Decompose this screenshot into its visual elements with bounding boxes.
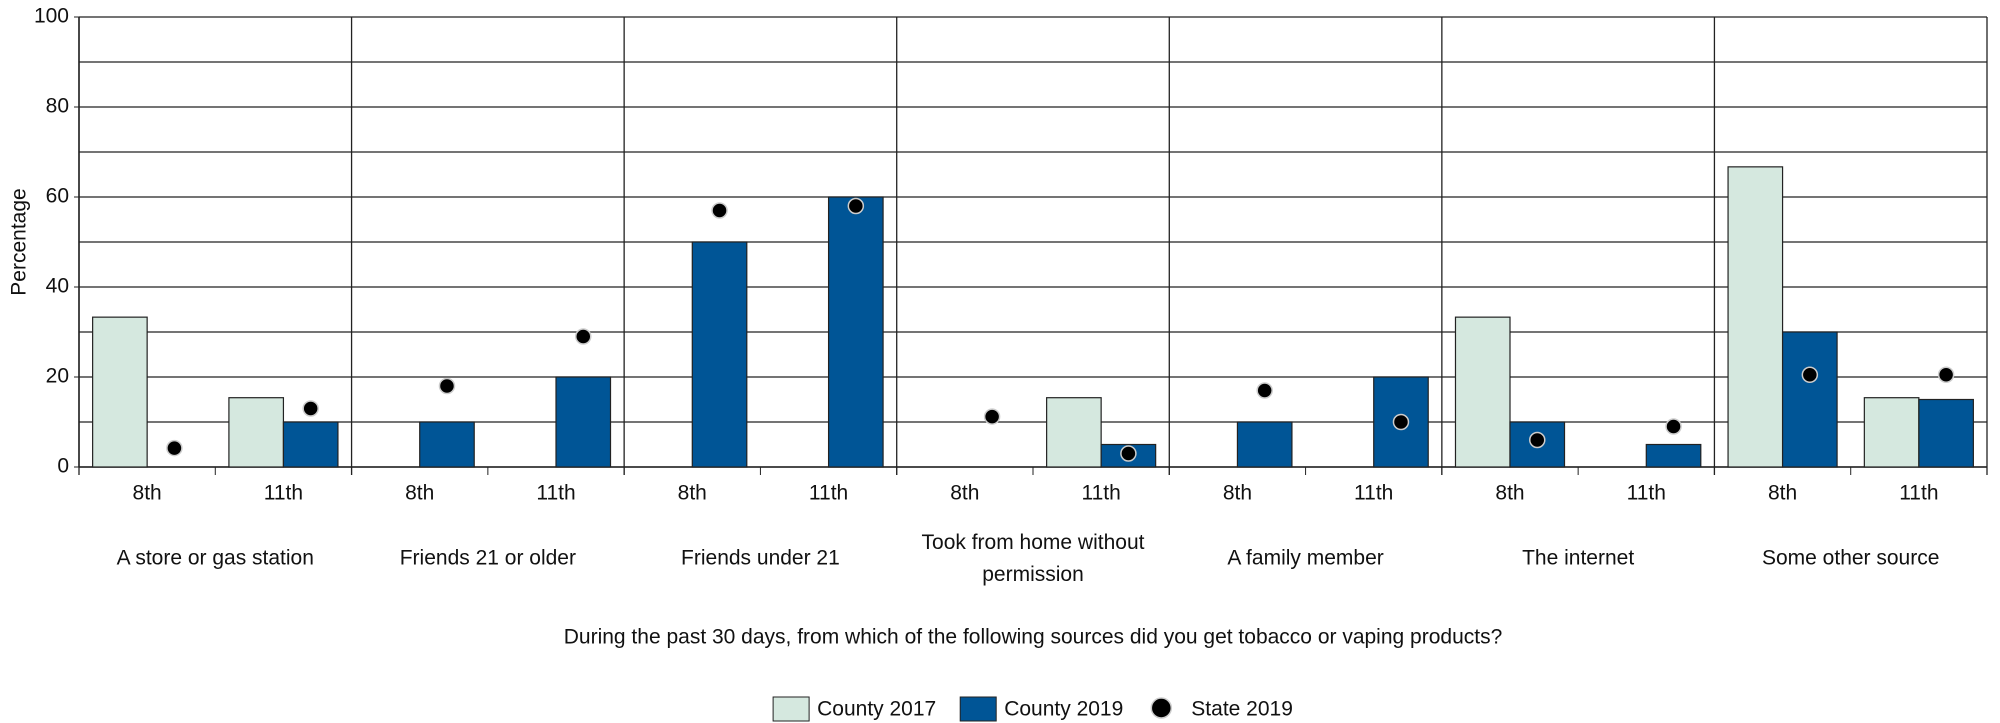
- group-label: The internet: [1522, 547, 1634, 570]
- group-label: A store or gas station: [117, 547, 314, 570]
- legend-swatch: [1150, 697, 1173, 719]
- bar: [1645, 443, 1702, 468]
- x-tick-label: 11th: [1899, 482, 1938, 505]
- dot: [575, 328, 592, 345]
- legend-label: County 2017: [817, 698, 936, 721]
- x-tick-label: 8th: [1495, 482, 1524, 505]
- x-tick-label: 8th: [133, 482, 162, 505]
- x-tick-label: 8th: [405, 482, 434, 505]
- bar: [827, 196, 884, 468]
- bar: [228, 397, 285, 468]
- group-label: Friends 21 or older: [400, 547, 576, 570]
- y-tick-label: 20: [46, 365, 69, 388]
- legend-label: State 2019: [1191, 698, 1293, 721]
- x-axis-label: During the past 30 days, from which of t…: [564, 626, 1503, 649]
- y-tick-label: 40: [46, 275, 69, 298]
- bar: [1727, 166, 1784, 468]
- y-tick-label: 0: [57, 455, 69, 478]
- bar: [92, 316, 148, 468]
- dot: [1937, 366, 1955, 383]
- x-tick-label: 11th: [1081, 482, 1120, 505]
- group-label: Friends under 21: [681, 547, 840, 570]
- dot: [166, 439, 183, 457]
- y-tick-label: 80: [46, 95, 69, 118]
- x-tick-label: 8th: [950, 482, 979, 505]
- dot: [302, 400, 319, 417]
- x-tick-label: 11th: [1354, 482, 1393, 505]
- bar: [555, 376, 612, 468]
- dot: [438, 377, 456, 395]
- dot: [847, 197, 865, 215]
- y-tick-label: 100: [34, 5, 69, 28]
- legend-label: County 2019: [1004, 698, 1123, 721]
- x-tick-label: 8th: [1223, 482, 1252, 505]
- dot: [1529, 431, 1546, 449]
- group-label: A family member: [1227, 547, 1383, 570]
- x-tick-label: 8th: [678, 482, 707, 505]
- dot: [1801, 366, 1819, 383]
- group-label: Took from home without permission: [922, 531, 1145, 586]
- dot: [983, 408, 1001, 425]
- bar: [1918, 398, 1974, 468]
- x-tick-label: 8th: [1768, 482, 1797, 505]
- legend-swatch: [772, 696, 810, 722]
- bar: [1236, 421, 1293, 468]
- bar: [282, 421, 339, 468]
- group-label: Some other source: [1762, 547, 1939, 570]
- bar: [1781, 331, 1838, 468]
- bar: [1046, 397, 1102, 468]
- bar: [419, 421, 475, 468]
- legend-swatch: [959, 696, 997, 722]
- x-tick-label: 11th: [536, 482, 575, 505]
- dot: [1665, 418, 1682, 435]
- x-tick-label: 11th: [264, 482, 303, 505]
- y-tick-label: 60: [46, 185, 69, 208]
- dot: [1392, 413, 1410, 431]
- dot: [1256, 382, 1273, 399]
- dot: [1120, 445, 1137, 462]
- bar: [1863, 397, 1920, 468]
- bar: [1454, 316, 1511, 468]
- x-tick-label: 11th: [1627, 482, 1666, 505]
- dot: [711, 202, 728, 219]
- bar: [691, 241, 748, 468]
- y-axis-label: Percentage: [8, 188, 31, 295]
- x-tick-label: 11th: [809, 482, 848, 505]
